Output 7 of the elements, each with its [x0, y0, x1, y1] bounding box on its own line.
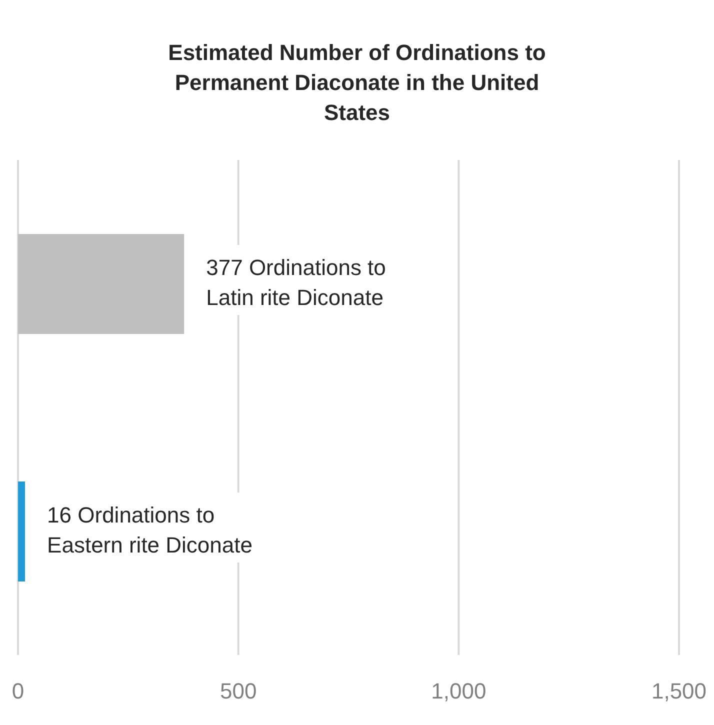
- data-label: 16 Ordinations to Eastern rite Diconate: [47, 502, 252, 558]
- data-label: 377 Ordinations to Latin rite Diconate: [206, 254, 386, 310]
- chart-title: Estimated Number of Ordinations to Permanent Diaconate in the United States: [167, 39, 547, 127]
- x-tick-label: 1,500: [651, 678, 707, 704]
- x-tick-label: 1,000: [431, 678, 486, 704]
- x-tick-label: 0: [12, 678, 24, 704]
- x-tick-label: 500: [220, 678, 257, 704]
